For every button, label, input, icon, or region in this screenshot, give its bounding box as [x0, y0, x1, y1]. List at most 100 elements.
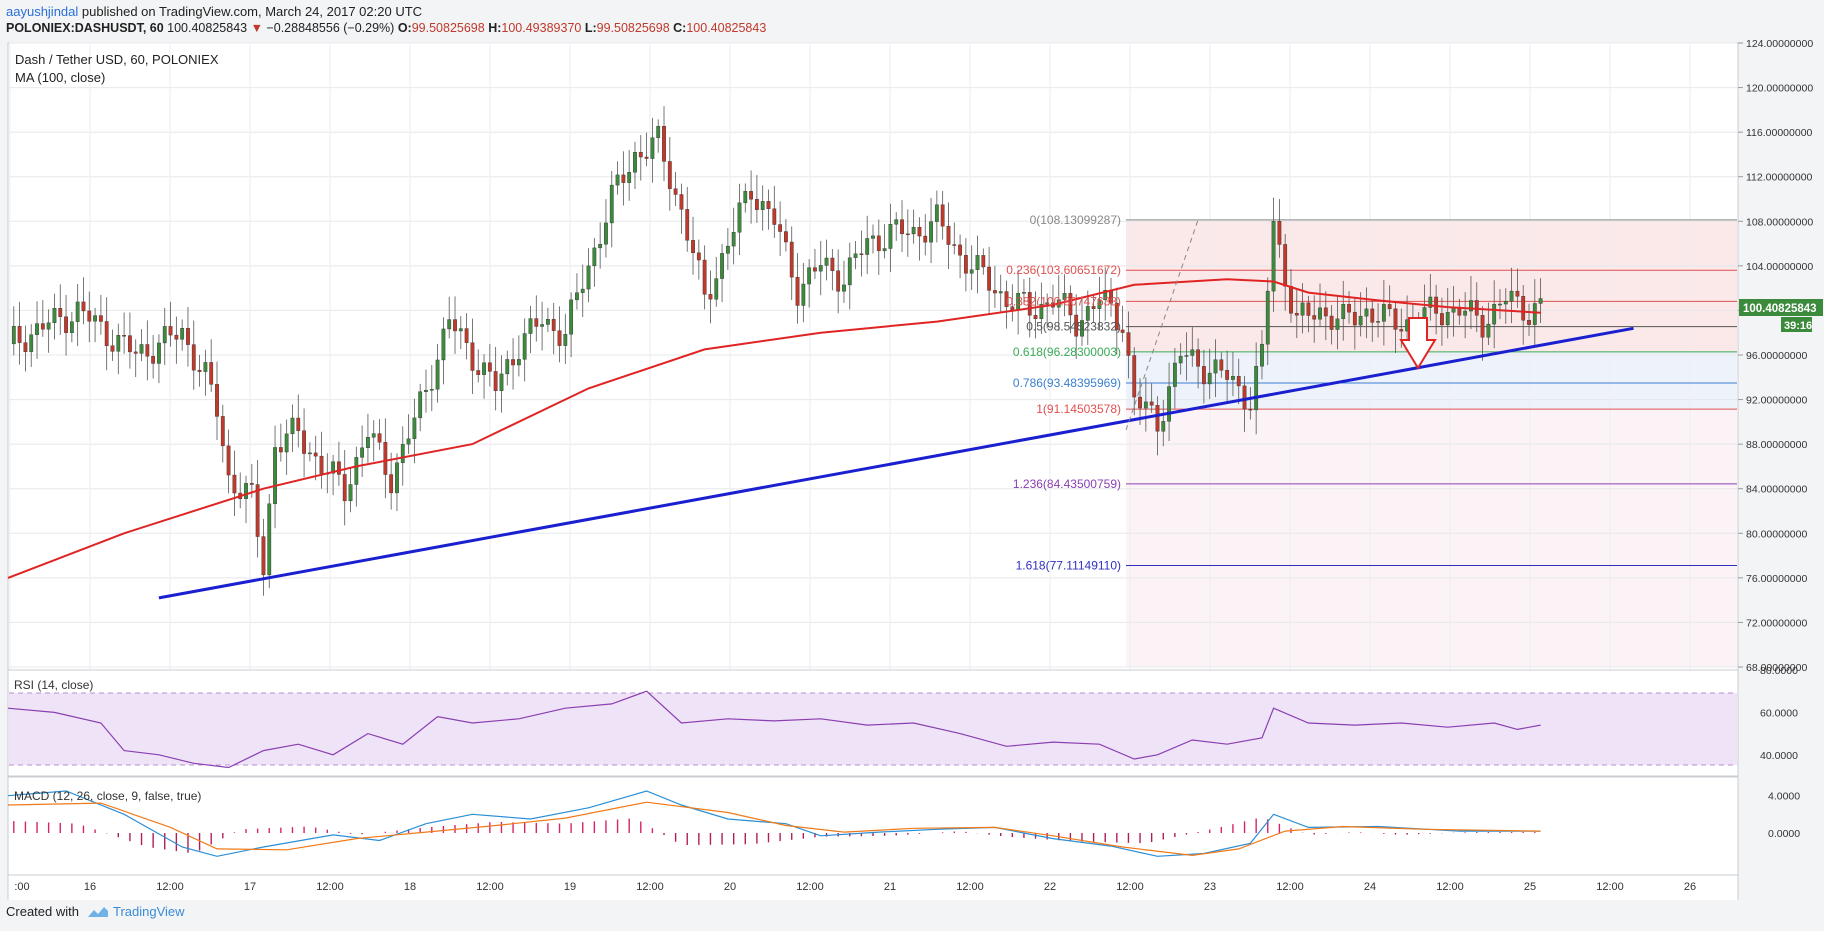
price-chart[interactable]: 0(108.13099287) 0.236(103.60651672) 0.382(… [0, 0, 1824, 900]
candle-body [1370, 308, 1375, 323]
time-axis-label: 23 [1204, 881, 1216, 893]
low-value: 99.50825698 [596, 21, 670, 35]
candle-body [383, 442, 388, 475]
candle-body [1254, 366, 1259, 411]
candle [1329, 305, 1334, 345]
candle-body [441, 328, 446, 361]
symbol-label: POLONIEX:DASHUSDT, 60 [6, 21, 164, 35]
candle [1242, 375, 1247, 432]
candle-body [662, 126, 666, 162]
fib-level-label: 1(91.14503578) [1036, 402, 1121, 416]
price-axis-label: 72.00000000 [1746, 617, 1807, 629]
tradingview-logo[interactable]: TradingView [87, 904, 185, 919]
candle-body [946, 225, 951, 245]
candle-body [1161, 421, 1166, 432]
candle [180, 319, 185, 351]
candle-body [1358, 315, 1363, 326]
candle-body [220, 416, 225, 447]
fib-level-label: 0.5(98.54523832) [1026, 320, 1121, 334]
candle [186, 307, 190, 367]
candle [278, 423, 283, 462]
candle-body [702, 259, 707, 295]
candle [35, 301, 39, 359]
candle [1358, 292, 1363, 337]
price-axis-label: 76.00000000 [1746, 573, 1807, 585]
candle [1184, 332, 1189, 381]
candle [609, 170, 614, 248]
candle-body [766, 201, 771, 209]
candle-body [1167, 386, 1171, 422]
candle-body [621, 174, 626, 183]
candle-body [1196, 349, 1201, 367]
candle-body [952, 244, 957, 246]
candle [151, 335, 156, 379]
candle-body [911, 226, 916, 235]
candle-body [1114, 303, 1119, 331]
candle [847, 242, 852, 310]
candle-body [151, 356, 156, 364]
candle [46, 309, 51, 353]
candle [731, 207, 736, 265]
ma100-line [7, 278, 1541, 579]
candle-body [1445, 312, 1450, 326]
candle-body [1097, 299, 1102, 309]
candle-body [64, 316, 68, 333]
candle-body [302, 430, 306, 454]
candle-body [1265, 290, 1270, 345]
candle [946, 202, 951, 269]
candle-body [586, 265, 591, 290]
candle [116, 323, 121, 375]
candle-body [609, 184, 614, 224]
candle [894, 212, 899, 241]
candle-body [249, 483, 254, 485]
candle-body [528, 318, 533, 334]
tradingview-logo-icon [87, 906, 108, 917]
candle [1294, 288, 1299, 339]
macd-signal-line [7, 801, 1541, 857]
fib-diagonal [1125, 219, 1199, 431]
candle [737, 183, 742, 256]
candle-body [93, 315, 97, 322]
candle [963, 238, 968, 292]
rsi-line [7, 690, 1541, 769]
candle [1039, 282, 1044, 334]
candle [17, 301, 22, 365]
candle-body [366, 436, 370, 449]
candle-body [1277, 221, 1282, 245]
candle-body [650, 137, 655, 159]
macd-line [7, 790, 1541, 857]
candle-body [749, 191, 753, 200]
candle [563, 313, 568, 364]
candle-body [1178, 355, 1183, 364]
candle [993, 266, 997, 308]
candle [93, 307, 97, 343]
candle-body [1225, 370, 1230, 380]
candle [516, 335, 521, 377]
candle-body [859, 253, 864, 255]
price-change: −0.28848556 (−0.29%) [266, 21, 395, 35]
fib-level-label: 0(108.13099287) [1030, 213, 1121, 227]
candle [1231, 351, 1235, 397]
author-link[interactable]: aayushjindal [6, 4, 79, 19]
price-axis-label: 68.00000000 [1746, 662, 1807, 674]
candle-body [934, 204, 939, 222]
candle [453, 296, 457, 354]
candle [307, 442, 312, 462]
candle [128, 312, 132, 369]
candle-body [842, 284, 846, 292]
current-price-badge: 100.40825843 [1739, 299, 1823, 316]
candle-body [255, 484, 260, 537]
candle-body [476, 370, 481, 375]
candle [203, 349, 208, 396]
candle [418, 383, 423, 432]
candle [157, 334, 161, 384]
candle [1370, 299, 1375, 342]
time-axis-label: 17 [244, 881, 256, 893]
candle [871, 224, 875, 254]
fib-level-label: 0.786(93.48395969) [1013, 376, 1121, 390]
candle [360, 425, 365, 477]
candle-body [975, 255, 980, 270]
candle-body [348, 484, 353, 502]
candle [313, 435, 318, 481]
candle [1445, 288, 1450, 339]
